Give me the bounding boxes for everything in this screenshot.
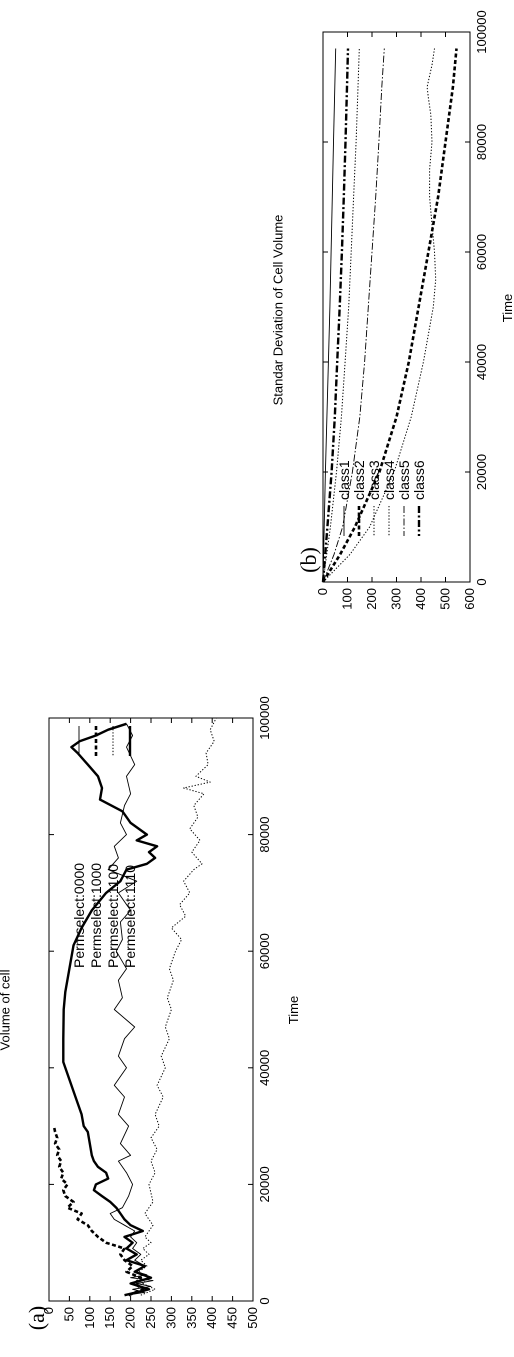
x-tick-label: 0: [257, 1297, 272, 1304]
panel-b-series: [321, 48, 458, 583]
x-tick-label: 40000: [474, 344, 489, 380]
panel-a-x-axis-title: Time: [286, 996, 301, 1024]
x-tick-label: 100000: [474, 10, 489, 53]
x-tick-label: 60000: [474, 234, 489, 270]
series-line-permselect-0000: [107, 723, 154, 1296]
y-tick-label: 150: [102, 1307, 117, 1329]
y-tick-label: 200: [123, 1307, 138, 1329]
y-tick-label: 500: [245, 1307, 260, 1329]
x-tick-label: 40000: [257, 1050, 272, 1086]
panel-a-label: (a): [24, 1306, 49, 1330]
panel-b-y-axis-title: Standar Deviation of Cell Volume: [271, 215, 286, 406]
legend-label: class1: [336, 460, 352, 500]
legend-label: class6: [411, 460, 427, 500]
y-tick-label: 100: [340, 588, 355, 610]
legend-label: Permselect:1110: [122, 865, 138, 968]
legend-label: class2: [351, 460, 367, 500]
panel-a: (a) 0 20000 40000 60000 80000 100000 0 50 100 150…: [0, 696, 301, 1330]
y-tick-label: 300: [163, 1307, 178, 1329]
legend-label: class5: [396, 460, 412, 500]
panel-b-axes: 0 20000 40000 60000 80000 100000 0 100 200 300 400…: [315, 10, 489, 609]
x-tick-label: 100000: [257, 696, 272, 739]
x-tick-label: 60000: [257, 933, 272, 969]
y-tick-label: 450: [225, 1307, 240, 1329]
y-tick-label: 200: [364, 588, 379, 610]
legend-label: class4: [381, 460, 397, 500]
series-line-class5: [322, 48, 385, 583]
x-tick-label: 80000: [257, 817, 272, 853]
y-tick-label: 500: [438, 588, 453, 610]
panel-b-label: (b): [296, 547, 321, 573]
y-tick-label: 50: [61, 1307, 76, 1321]
legend-label: Permselect:1100: [105, 864, 121, 968]
panel-a-axes: 0 20000 40000 60000 80000 100000 0 50 100 150 200 2…: [41, 696, 272, 1328]
y-tick-label: 350: [184, 1307, 199, 1329]
y-tick-label: 300: [389, 588, 404, 610]
series-line-permselect-1100: [138, 717, 217, 1296]
series-line-class6: [321, 48, 350, 583]
legend-label: class3: [366, 460, 382, 500]
panel-b: (b) 0 20000 40000 60000 80000 100000 0 100 200 30…: [271, 10, 514, 609]
panel-a-plot-frame: [48, 717, 254, 1302]
panel-a-legend: Permselect:0000 Permselect:1000 Permselect…: [71, 726, 138, 968]
y-tick-label: 250: [143, 1307, 158, 1329]
panel-a-series: [52, 717, 217, 1297]
y-tick-label: 100: [82, 1307, 97, 1329]
x-tick-label: 20000: [257, 1166, 272, 1202]
panel-b-x-axis-title: Time: [500, 294, 514, 322]
y-tick-label: 0: [315, 588, 330, 595]
series-line-class4: [322, 48, 360, 583]
x-tick-label: 0: [474, 578, 489, 585]
panel-a-y-axis-title: Volume of cell: [0, 969, 13, 1050]
y-tick-label: 0: [41, 1307, 56, 1314]
series-line-class1: [322, 48, 337, 583]
x-tick-label: 20000: [474, 454, 489, 490]
panel-b-legend: class1 class2 class3 class4 class5 class6: [336, 460, 427, 536]
legend-label: Permselect:1000: [88, 863, 104, 968]
y-tick-label: 600: [462, 588, 477, 610]
legend-label: Permselect:0000: [71, 863, 87, 968]
y-tick-label: 400: [413, 588, 428, 610]
series-line-permselect-1110: [62, 722, 159, 1297]
x-tick-label: 80000: [474, 124, 489, 160]
y-tick-label: 400: [204, 1307, 219, 1329]
series-line-class2: [321, 48, 458, 583]
series-line-permselect-1000: [52, 1125, 145, 1297]
